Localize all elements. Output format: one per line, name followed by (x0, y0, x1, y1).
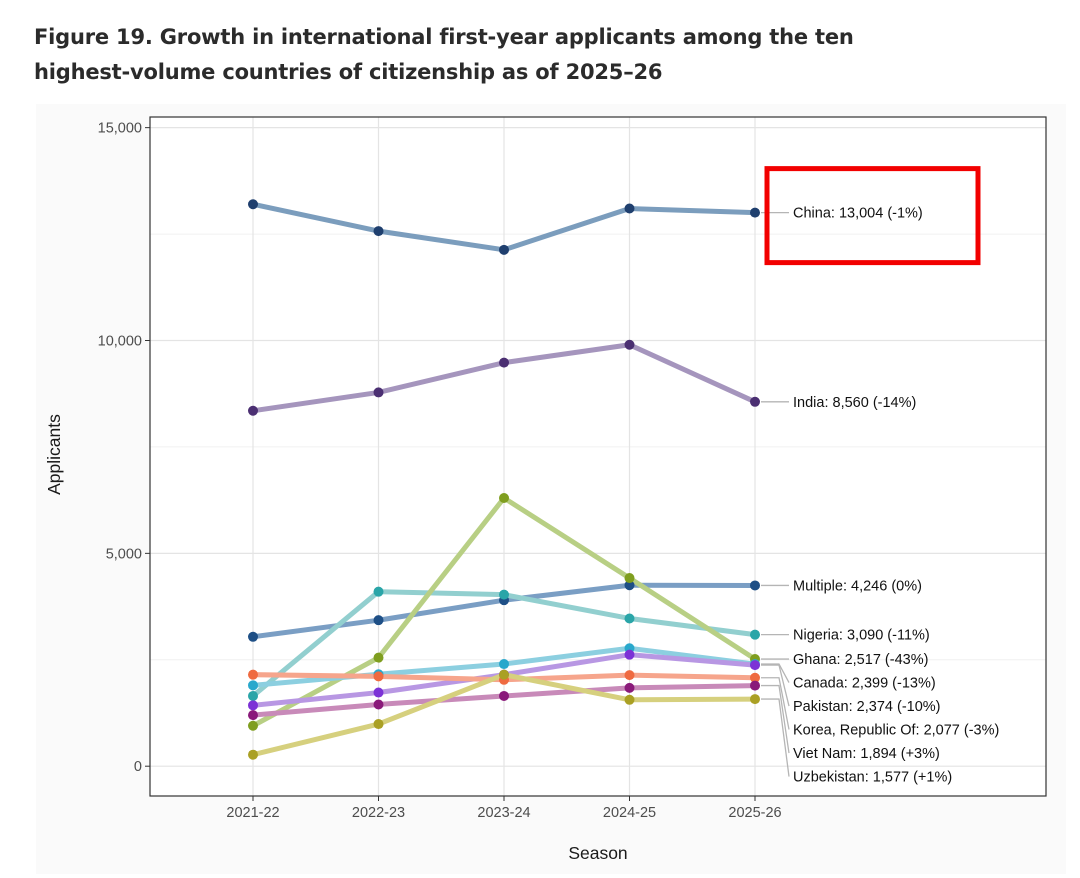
series-end-label: India: 8,560 (-14%) (793, 395, 916, 411)
x-tick-label: 2025-26 (728, 805, 781, 821)
data-point (624, 613, 635, 624)
data-point (624, 339, 635, 350)
y-tick-label: 5,000 (106, 546, 142, 562)
series-end-label: Multiple: 4,246 (0%) (793, 578, 922, 594)
data-point (624, 649, 635, 660)
data-point (373, 226, 384, 237)
x-tick-label: 2024-25 (603, 805, 656, 821)
series-end-label: Canada: 2,399 (-13%) (793, 676, 936, 692)
data-point (750, 629, 760, 640)
data-point (750, 672, 760, 683)
data-point (248, 199, 258, 210)
data-point (750, 580, 760, 591)
figure-title-line-1: Figure 19. Growth in international first… (34, 25, 854, 49)
highlight-box (764, 166, 981, 266)
data-point (499, 659, 509, 670)
data-point (624, 580, 635, 591)
data-point (750, 694, 760, 705)
y-tick-label: 10,000 (98, 333, 142, 349)
label-leader-line (761, 663, 790, 683)
data-point (499, 493, 509, 504)
data-point (624, 670, 635, 681)
y-tick-label: 0 (134, 759, 142, 775)
data-point (750, 660, 760, 671)
data-point (248, 405, 258, 416)
data-point (248, 749, 258, 760)
series-end-label: Pakistan: 2,374 (-10%) (793, 699, 941, 715)
series-points (248, 199, 760, 760)
data-point (248, 720, 258, 731)
data-point (750, 680, 760, 691)
data-point (750, 396, 760, 407)
data-point (248, 669, 258, 680)
axes: 0 5,000 10,000 15,000 2021-22 2022-23 2023-24 2… (44, 121, 782, 863)
data-point (373, 671, 384, 682)
data-point (248, 710, 258, 721)
label-leader-line (761, 698, 790, 777)
series-end-label: China: 13,004 (-1%) (793, 206, 923, 222)
series-labels: China: 13,004 (-1%) India: 8,560 (-14%) Mu… (761, 206, 999, 786)
data-point (750, 207, 760, 218)
series-end-label: Korea, Republic Of: 2,077 (-3%) (793, 723, 999, 739)
data-point (248, 690, 258, 701)
data-point (499, 244, 509, 255)
series-end-label: Ghana: 2,517 (-43%) (793, 652, 928, 668)
data-point (499, 690, 509, 701)
data-point (248, 680, 258, 691)
data-point (373, 687, 384, 698)
x-tick-label: 2021-22 (226, 805, 279, 821)
label-leader-line (761, 684, 790, 754)
y-tick-label: 15,000 (98, 121, 142, 137)
series-end-label: Uzbekistan: 1,577 (+1%) (793, 770, 952, 786)
data-point (248, 631, 258, 642)
figure-title-line-2: highest-volume countries of citizenship … (34, 60, 663, 84)
x-axis-title: Season (568, 843, 627, 863)
data-point (624, 682, 635, 693)
data-point (624, 694, 635, 705)
data-point (373, 615, 384, 626)
data-point (499, 357, 509, 368)
label-leader-line (761, 664, 790, 707)
data-point (248, 700, 258, 711)
plot-frame (149, 116, 1047, 797)
y-axis-title: Applicants (44, 414, 64, 495)
data-point (624, 203, 635, 214)
figure-title: Figure 19. Growth in international first… (34, 20, 934, 90)
data-point (373, 699, 384, 710)
data-point (499, 589, 509, 600)
data-point (373, 387, 384, 398)
data-point (373, 652, 384, 663)
data-point (373, 586, 384, 597)
data-point (499, 669, 509, 680)
x-tick-label: 2023-24 (477, 805, 530, 821)
label-leader-line (761, 677, 790, 730)
data-point (624, 573, 635, 584)
series-end-label: Viet Nam: 1,894 (+3%) (793, 746, 940, 762)
data-point (373, 719, 384, 730)
series-end-label: Nigeria: 3,090 (-11%) (793, 628, 930, 644)
x-tick-label: 2022-23 (352, 805, 405, 821)
